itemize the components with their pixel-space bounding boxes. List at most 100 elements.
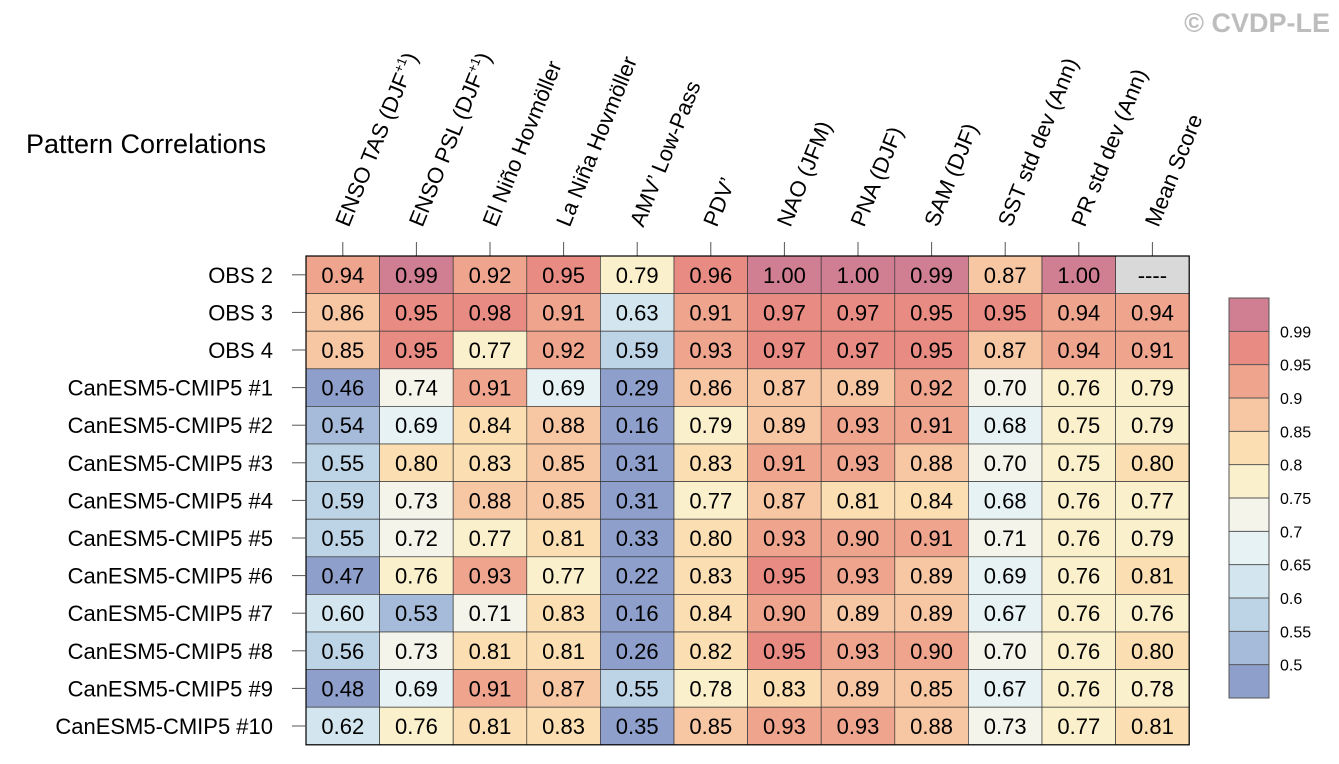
cell-value: 0.87 (763, 376, 806, 401)
cell-value: 0.81 (1131, 714, 1174, 739)
heatmap-cell (452, 518, 528, 558)
heatmap-cell (894, 443, 969, 482)
colorbar-label: 0.99 (1280, 324, 1311, 341)
column-label: NAO (JFM) (772, 117, 837, 229)
heatmap-cell (452, 556, 528, 595)
heatmap-cell (526, 330, 601, 370)
cell-value: 0.26 (616, 639, 659, 664)
cell-value: 0.92 (469, 263, 512, 288)
cell-value: 0.91 (763, 451, 806, 476)
column-label-text: Mean Score (1140, 111, 1208, 230)
cell-value: 0.79 (616, 263, 659, 288)
cell-value: 0.88 (469, 488, 512, 513)
column-label-superscript: +1 (390, 55, 409, 74)
cell-value: 0.83 (763, 676, 806, 701)
heatmap-cell (1115, 594, 1190, 633)
cell-value: 0.87 (984, 263, 1027, 288)
heatmap-cell (1115, 631, 1190, 670)
heatmap-cell (673, 293, 748, 332)
cell-value: 0.79 (1131, 376, 1174, 401)
heatmap-cell (526, 481, 601, 520)
column-label: La Niña Hovmöller (551, 53, 642, 230)
cell-value: 0.94 (1131, 300, 1174, 325)
heatmap-cell (968, 481, 1043, 520)
row-label: CanESM5-CMIP5 #9 (68, 676, 273, 701)
cell-value: 0.85 (910, 676, 953, 701)
row-label: CanESM5-CMIP5 #3 (68, 451, 273, 476)
heatmap-cell (600, 406, 675, 445)
cell-value: 0.16 (616, 413, 659, 438)
cell-value: 0.93 (837, 714, 880, 739)
heatmap-cell (600, 368, 675, 407)
column-label: AMV’ Low-Pass (625, 77, 706, 230)
cell-value: 0.89 (910, 564, 953, 589)
cell-value: 0.92 (542, 338, 585, 363)
cell-value: 0.72 (395, 526, 438, 551)
cell-value: 0.80 (1131, 639, 1174, 664)
cell-value: 0.76 (1057, 376, 1100, 401)
cell-value: 0.77 (542, 564, 585, 589)
cell-value: 0.73 (395, 488, 438, 513)
colorbar: 0.5 0.55 0.6 0.65 0.7 0.75 0.8 0.85 0.9 0.95 0.99 (1228, 297, 1311, 699)
cell-value: 0.71 (984, 526, 1027, 551)
heatmap-cell (600, 631, 675, 670)
cell-value: 0.81 (469, 714, 512, 739)
heatmap-cell (1041, 481, 1116, 520)
heatmap-cell (305, 669, 380, 708)
cell-value: 0.77 (1131, 488, 1174, 513)
cell-value: 0.60 (321, 601, 364, 626)
heatmap-cell (747, 330, 822, 370)
heatmap-cell (1041, 293, 1116, 332)
heatmap-cell (747, 594, 822, 633)
heatmap-cell (820, 556, 896, 595)
cell-value: 0.95 (910, 300, 953, 325)
heatmap-cell (379, 706, 454, 746)
heatmap-cell (820, 669, 896, 708)
colorbar-label: 0.6 (1280, 591, 1302, 608)
heatmap-cell (600, 594, 675, 633)
heatmap-cell (379, 669, 454, 708)
cell-value: 0.59 (321, 488, 364, 513)
row-label: CanESM5-CMIP5 #8 (68, 639, 273, 664)
cell-value: 0.85 (542, 488, 585, 513)
cell-value: 0.29 (616, 376, 659, 401)
cell-value: 0.69 (395, 413, 438, 438)
cell-value: 0.76 (1057, 639, 1100, 664)
cell-value: 0.87 (763, 488, 806, 513)
cell-value: 0.83 (469, 451, 512, 476)
heatmap-cell (305, 406, 380, 445)
heatmap-cell (379, 406, 454, 445)
cell-value: 0.88 (910, 714, 953, 739)
cell-value: 0.96 (689, 263, 732, 288)
cell-value: 0.93 (763, 526, 806, 551)
row-label: OBS 2 (208, 263, 273, 288)
cell-value: 0.79 (1131, 413, 1174, 438)
heatmap-cell (820, 706, 896, 746)
chart-title: Pattern Correlations (26, 129, 266, 159)
cell-value: 0.68 (984, 413, 1027, 438)
column-label-text: La Niña Hovmöller (551, 53, 642, 230)
cell-value: 0.90 (837, 526, 880, 551)
colorbar-swatch (1229, 631, 1269, 665)
cell-value: 0.22 (616, 564, 659, 589)
cell-value: 0.82 (689, 639, 732, 664)
heatmap-cell (379, 594, 454, 633)
cell-value: 0.93 (837, 564, 880, 589)
heatmap-cell (968, 669, 1043, 708)
colorbar-label: 0.75 (1280, 491, 1311, 508)
heatmap-cell (673, 481, 748, 520)
row-label: CanESM5-CMIP5 #1 (68, 376, 273, 401)
heatmap-cell (673, 255, 748, 294)
heatmap-cell (600, 518, 675, 558)
cell-value: 0.94 (1057, 300, 1100, 325)
cell-value: 0.70 (984, 451, 1027, 476)
heatmap-cell (526, 293, 601, 332)
cell-value: 0.77 (469, 526, 512, 551)
heatmap-cell (526, 368, 601, 407)
heatmap-cell (1041, 330, 1116, 370)
heatmap-cell (1041, 594, 1116, 633)
cell-value: 0.16 (616, 601, 659, 626)
colorbar-swatch (1229, 564, 1269, 598)
heatmap-cell (379, 518, 454, 558)
copyright-text: © CVDP-LE (1184, 8, 1330, 38)
